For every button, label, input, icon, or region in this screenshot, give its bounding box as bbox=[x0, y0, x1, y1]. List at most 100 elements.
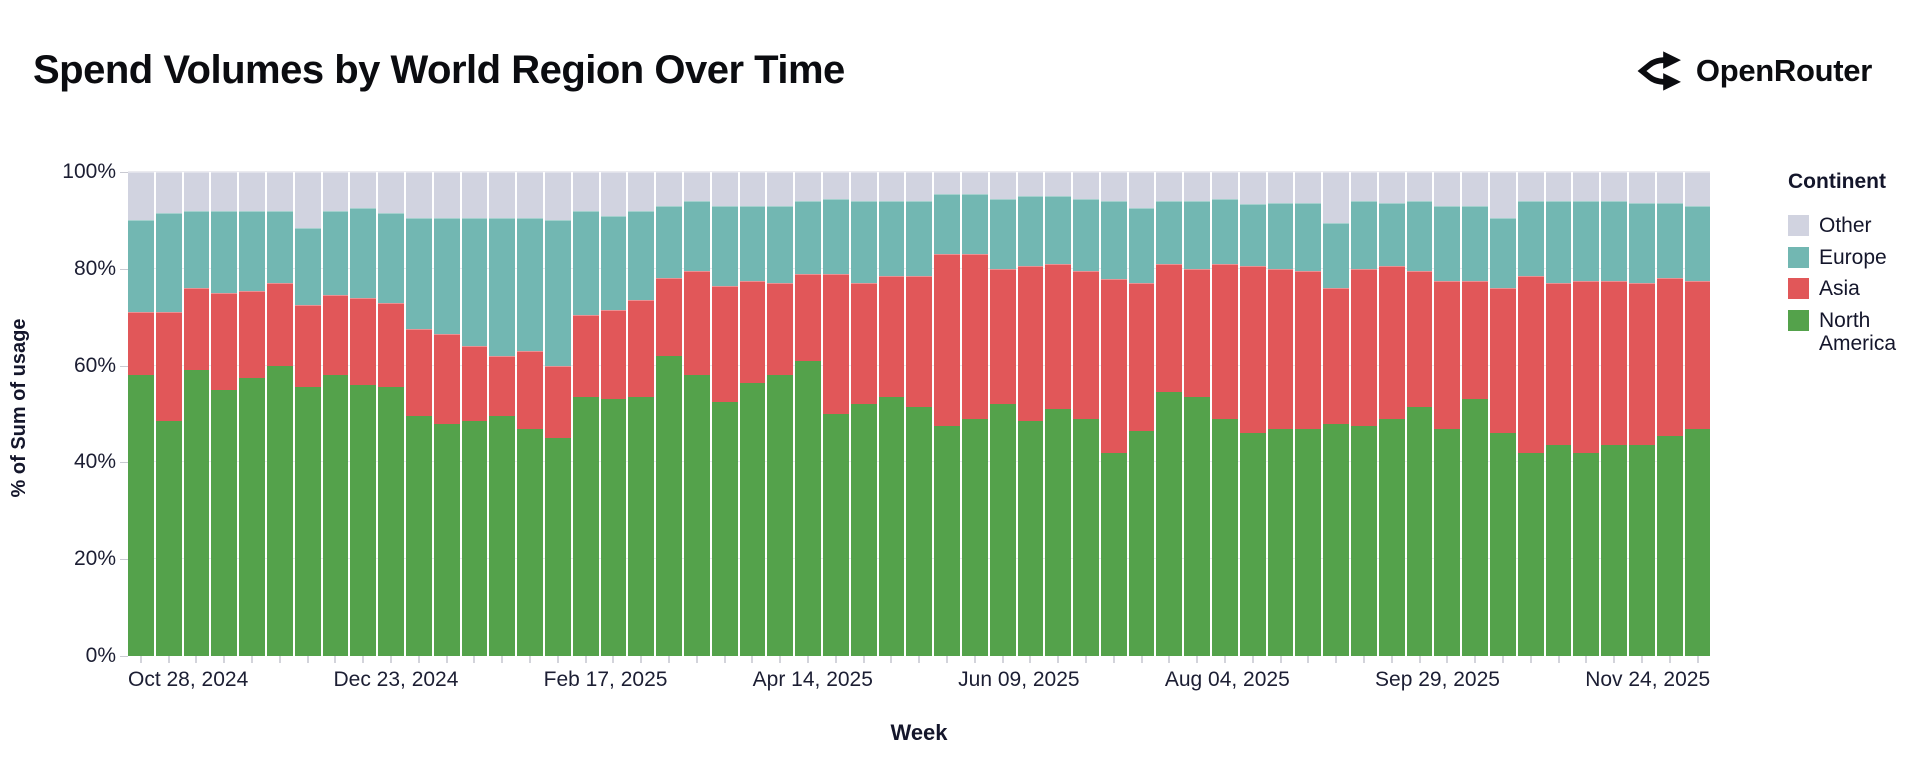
segment-asia[interactable] bbox=[1378, 266, 1405, 419]
segment-asia[interactable] bbox=[1434, 280, 1461, 429]
segment-other[interactable] bbox=[795, 172, 821, 202]
bar-week[interactable] bbox=[1267, 172, 1294, 656]
bar-week[interactable] bbox=[517, 172, 543, 656]
segment-north-america[interactable] bbox=[350, 384, 377, 656]
segment-europe[interactable] bbox=[989, 198, 1016, 269]
segment-north-america[interactable] bbox=[544, 438, 571, 656]
segment-asia[interactable] bbox=[1601, 280, 1628, 446]
segment-north-america[interactable] bbox=[1156, 392, 1183, 656]
segment-asia[interactable] bbox=[517, 351, 543, 429]
segment-other[interactable] bbox=[683, 172, 710, 202]
segment-other[interactable] bbox=[739, 172, 766, 206]
segment-north-america[interactable] bbox=[433, 423, 460, 656]
segment-other[interactable] bbox=[239, 172, 265, 211]
segment-asia[interactable] bbox=[1295, 271, 1322, 429]
segment-europe[interactable] bbox=[1239, 203, 1266, 267]
segment-europe[interactable] bbox=[1267, 203, 1294, 269]
segment-asia[interactable] bbox=[1629, 283, 1655, 446]
segment-europe[interactable] bbox=[711, 205, 738, 286]
segment-other[interactable] bbox=[1629, 172, 1655, 204]
segment-other[interactable] bbox=[1351, 172, 1377, 202]
segment-asia[interactable] bbox=[1351, 268, 1377, 427]
segment-other[interactable] bbox=[656, 172, 682, 206]
bar-week[interactable] bbox=[961, 172, 988, 656]
segment-asia[interactable] bbox=[1573, 280, 1600, 453]
segment-europe[interactable] bbox=[934, 193, 960, 255]
segment-other[interactable] bbox=[322, 172, 349, 211]
bar-week[interactable] bbox=[1100, 172, 1127, 656]
segment-other[interactable] bbox=[934, 172, 960, 194]
segment-north-america[interactable] bbox=[1378, 418, 1405, 656]
bar-week[interactable] bbox=[906, 172, 933, 656]
segment-asia[interactable] bbox=[1156, 263, 1183, 393]
segment-asia[interactable] bbox=[211, 293, 238, 390]
bar-week[interactable] bbox=[989, 172, 1016, 656]
segment-other[interactable] bbox=[628, 172, 655, 211]
segment-asia[interactable] bbox=[739, 280, 766, 383]
segment-north-america[interactable] bbox=[294, 387, 321, 656]
segment-north-america[interactable] bbox=[1434, 428, 1461, 656]
segment-north-america[interactable] bbox=[1323, 423, 1350, 656]
segment-asia[interactable] bbox=[294, 305, 321, 388]
bar-week[interactable] bbox=[239, 172, 265, 656]
segment-europe[interactable] bbox=[1128, 208, 1155, 284]
bar-week[interactable] bbox=[1128, 172, 1155, 656]
segment-asia[interactable] bbox=[128, 312, 154, 376]
segment-europe[interactable] bbox=[239, 210, 265, 291]
segment-asia[interactable] bbox=[1184, 268, 1211, 398]
segment-asia[interactable] bbox=[795, 273, 821, 361]
segment-north-america[interactable] bbox=[489, 416, 516, 656]
bar-week[interactable] bbox=[128, 172, 154, 656]
segment-europe[interactable] bbox=[1629, 203, 1655, 284]
segment-asia[interactable] bbox=[1323, 288, 1350, 424]
segment-other[interactable] bbox=[989, 172, 1016, 199]
segment-europe[interactable] bbox=[128, 220, 154, 313]
segment-other[interactable] bbox=[1073, 172, 1099, 199]
bar-week[interactable] bbox=[1629, 172, 1655, 656]
bar-week[interactable] bbox=[822, 172, 849, 656]
segment-other[interactable] bbox=[183, 172, 210, 211]
bar-week[interactable] bbox=[544, 172, 571, 656]
bar-week[interactable] bbox=[878, 172, 905, 656]
segment-europe[interactable] bbox=[266, 210, 293, 284]
segment-north-america[interactable] bbox=[461, 421, 488, 656]
bar-week[interactable] bbox=[850, 172, 877, 656]
segment-europe[interactable] bbox=[1156, 201, 1183, 264]
segment-north-america[interactable] bbox=[822, 414, 849, 656]
segment-asia[interactable] bbox=[1073, 271, 1099, 419]
segment-other[interactable] bbox=[1156, 172, 1183, 202]
segment-europe[interactable] bbox=[1573, 201, 1600, 281]
segment-other[interactable] bbox=[1128, 172, 1155, 209]
segment-north-america[interactable] bbox=[711, 401, 738, 656]
segment-other[interactable] bbox=[600, 172, 627, 216]
segment-north-america[interactable] bbox=[239, 377, 265, 656]
segment-north-america[interactable] bbox=[989, 404, 1016, 656]
segment-asia[interactable] bbox=[1490, 288, 1516, 434]
segment-other[interactable] bbox=[1378, 172, 1405, 204]
bar-week[interactable] bbox=[155, 172, 182, 656]
bar-week[interactable] bbox=[211, 172, 238, 656]
segment-north-america[interactable] bbox=[1406, 406, 1433, 656]
bar-week[interactable] bbox=[628, 172, 655, 656]
segment-north-america[interactable] bbox=[683, 375, 710, 656]
segment-north-america[interactable] bbox=[1573, 452, 1600, 656]
segment-north-america[interactable] bbox=[934, 426, 960, 656]
legend-item-north-america[interactable]: North America bbox=[1788, 309, 1913, 356]
segment-europe[interactable] bbox=[1045, 196, 1072, 264]
segment-north-america[interactable] bbox=[183, 370, 210, 656]
segment-other[interactable] bbox=[961, 172, 988, 194]
segment-asia[interactable] bbox=[628, 300, 655, 398]
segment-asia[interactable] bbox=[600, 309, 627, 400]
segment-asia[interactable] bbox=[1267, 268, 1294, 429]
segment-asia[interactable] bbox=[155, 312, 182, 422]
bar-week[interactable] bbox=[934, 172, 960, 656]
segment-asia[interactable] bbox=[989, 268, 1016, 405]
segment-asia[interactable] bbox=[1684, 280, 1711, 429]
segment-asia[interactable] bbox=[961, 254, 988, 419]
segment-asia[interactable] bbox=[1045, 263, 1072, 410]
segment-europe[interactable] bbox=[906, 201, 933, 277]
segment-europe[interactable] bbox=[878, 201, 905, 277]
bar-week[interactable] bbox=[572, 172, 599, 656]
segment-other[interactable] bbox=[1323, 172, 1350, 223]
segment-north-america[interactable] bbox=[1017, 421, 1044, 656]
